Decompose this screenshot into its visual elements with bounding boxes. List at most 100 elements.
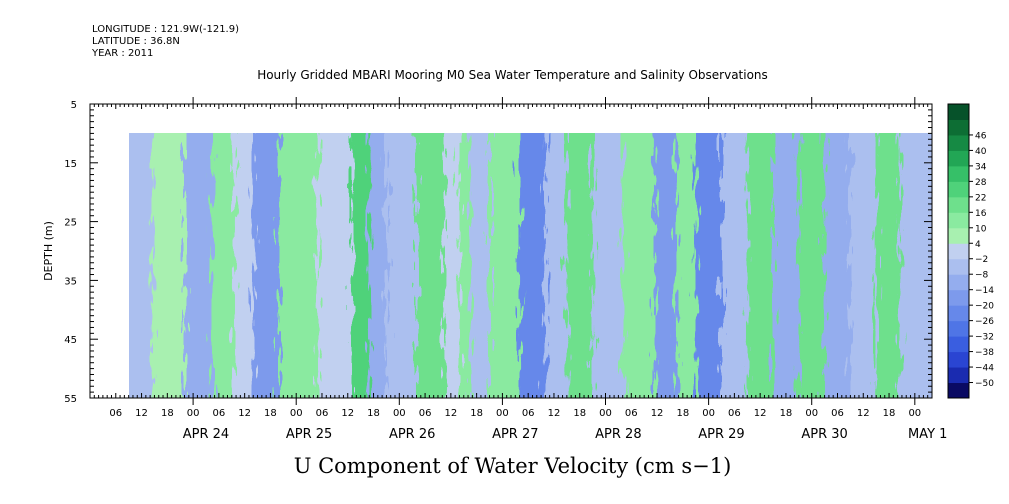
colorbar-swatch: [948, 196, 969, 213]
velocity-band: [824, 133, 852, 398]
velocity-band: [416, 133, 446, 398]
velocity-band: [459, 133, 472, 398]
colorbar-swatch: [948, 212, 969, 229]
x-hour-tick-label: 12: [548, 408, 561, 419]
velocity-band: [798, 133, 826, 398]
longitude-label: LONGITUDE : 121.9W(-121.9): [92, 24, 239, 35]
velocity-band: [773, 133, 800, 398]
location-info: LONGITUDE : 121.9W(-121.9) LATITUDE : 36.…: [92, 24, 239, 60]
colorbar-level-label: −38: [975, 348, 994, 358]
colorbar-swatch: [948, 382, 969, 399]
colorbar-swatch: [948, 243, 969, 260]
velocity-band: [721, 133, 749, 398]
colorbar-swatch: [948, 119, 969, 136]
velocity-band: [129, 133, 154, 398]
velocity-band: [152, 133, 186, 398]
velocity-band: [489, 133, 521, 398]
x-hour-tick-label: 00: [702, 408, 715, 419]
variable-title: U Component of Water Velocity (cm s−1): [293, 454, 732, 478]
x-day-label: APR 26: [389, 427, 435, 442]
velocity-field: [129, 133, 932, 398]
colorbar-level-label: 16: [975, 209, 987, 219]
velocity-band: [654, 133, 678, 398]
velocity-band: [352, 133, 371, 398]
x-hour-tick-label: 12: [651, 408, 664, 419]
colorbar-swatch: [948, 367, 969, 384]
colorbar-swatch: [948, 336, 969, 353]
colorbar-swatch: [948, 165, 969, 182]
colorbar-level-label: 22: [975, 193, 986, 203]
velocity-band: [233, 133, 255, 398]
x-hour-tick-label: 18: [470, 408, 483, 419]
x-hour-tick-label: 06: [213, 408, 226, 419]
velocity-band: [253, 133, 281, 398]
velocity-band: [747, 133, 775, 398]
colorbar-level-label: 34: [975, 162, 987, 172]
x-hour-tick-label: 12: [341, 408, 354, 419]
colorbar-level-label: 4: [975, 240, 981, 250]
x-hour-tick-label: 18: [264, 408, 277, 419]
x-hour-tick-label: 06: [419, 408, 432, 419]
y-axis-label: DEPTH (m): [42, 221, 55, 281]
velocity-band: [622, 133, 656, 398]
x-hour-tick-label: 06: [316, 408, 329, 419]
velocity-band: [279, 133, 319, 398]
x-hour-tick-label: 12: [754, 408, 767, 419]
velocity-band: [695, 133, 723, 398]
velocity-band: [545, 133, 568, 398]
x-day-label: APR 30: [801, 427, 847, 442]
y-tick-label: 45: [64, 335, 77, 346]
colorbar-level-label: −20: [975, 302, 994, 312]
x-hour-tick-label: 06: [625, 408, 638, 419]
colorbar-swatch: [948, 289, 969, 306]
x-hour-tick-label: 12: [444, 408, 457, 419]
y-tick-label: 35: [64, 276, 77, 287]
x-hour-tick-label: 18: [676, 408, 689, 419]
colorbar-swatch: [948, 227, 969, 244]
x-hour-tick-label: 00: [187, 408, 200, 419]
colorbar-level-label: 28: [975, 178, 987, 188]
velocity-band: [184, 133, 214, 398]
x-hour-tick-label: 00: [290, 408, 303, 419]
colorbar-swatch: [948, 104, 969, 120]
colorbar-swatch: [948, 150, 969, 167]
colorbar-swatch: [948, 305, 969, 322]
colorbar-level-label: −14: [975, 286, 994, 296]
x-hour-tick-label: 18: [573, 408, 586, 419]
velocity-band: [850, 133, 878, 398]
x-hour-tick-label: 06: [831, 408, 844, 419]
x-day-label: APR 24: [183, 427, 229, 442]
x-hour-tick-label: 00: [496, 408, 509, 419]
colorbar-level-label: −32: [975, 333, 994, 343]
x-hour-tick-label: 00: [393, 408, 406, 419]
x-day-label: APR 25: [286, 427, 332, 442]
velocity-band: [876, 133, 901, 398]
x-hour-tick-label: 00: [908, 408, 921, 419]
x-hour-tick-label: 00: [599, 408, 612, 419]
y-tick-label: 15: [64, 159, 77, 170]
latitude-label: LATITUDE : 36.8N: [92, 36, 180, 47]
velocity-band: [676, 133, 697, 398]
velocity-band: [566, 133, 594, 398]
velocity-band: [444, 133, 461, 398]
x-hour-tick-label: 06: [522, 408, 535, 419]
x-hour-tick-label: 18: [367, 408, 380, 419]
x-hour-tick-label: 12: [238, 408, 251, 419]
x-hour-tick-label: 12: [857, 408, 870, 419]
colorbar: −50 −44 −38 −32 −26 −20 −14 −8 −2 4 10 16 22 28 34 40 46: [947, 103, 994, 399]
velocity-band: [519, 133, 547, 398]
velocity-band: [369, 133, 388, 398]
chart-title: Hourly Gridded MBARI Mooring M0 Sea Wate…: [257, 68, 768, 82]
x-hour-tick-label: 18: [883, 408, 896, 419]
x-hour-tick-label: 18: [161, 408, 174, 419]
colorbar-level-label: −8: [975, 271, 989, 281]
colorbar-level-label: −44: [975, 364, 994, 374]
colorbar-swatch: [948, 274, 969, 291]
y-tick-label: 5: [71, 100, 77, 111]
x-hour-tick-label: 12: [135, 408, 148, 419]
x-hour-tick-label: 18: [780, 408, 793, 419]
colorbar-swatch: [948, 258, 969, 275]
x-day-label: APR 27: [492, 427, 538, 442]
colorbar-swatch: [948, 351, 969, 368]
